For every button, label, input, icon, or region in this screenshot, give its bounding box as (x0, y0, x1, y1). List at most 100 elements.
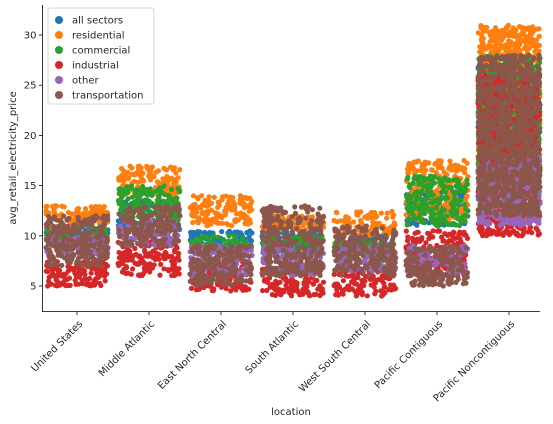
data-point-commercial (438, 179, 445, 186)
data-point-residential (365, 213, 371, 219)
data-point-residential (237, 193, 243, 199)
data-point-residential (202, 219, 208, 225)
data-point-industrial (157, 272, 163, 278)
data-point-residential (498, 42, 504, 48)
data-point-commercial (414, 204, 420, 210)
data-point-residential (249, 198, 255, 205)
data-point-residential (194, 209, 200, 215)
data-point-industrial (139, 260, 145, 266)
data-point-residential (129, 165, 135, 171)
data-point-industrial (211, 286, 217, 292)
data-point-commercial (404, 222, 410, 228)
data-point-industrial (193, 287, 200, 293)
data-point-residential (459, 166, 465, 172)
data-point-residential (234, 211, 240, 217)
data-point-residential (536, 26, 542, 32)
data-point-commercial (458, 218, 464, 224)
data-point-industrial (166, 254, 172, 260)
data-point-industrial (129, 257, 135, 263)
data-point-residential (513, 27, 519, 33)
data-point-residential (337, 218, 344, 224)
data-point-residential (423, 167, 429, 173)
data-point-industrial (72, 270, 78, 276)
data-point-industrial (94, 270, 100, 277)
data-point-commercial (145, 192, 151, 198)
data-point-residential (422, 161, 428, 167)
data-point-residential (191, 213, 197, 219)
data-point-residential (479, 34, 485, 41)
data-point-all-sectors (194, 231, 200, 237)
data-point-commercial (215, 234, 221, 240)
data-point-residential (205, 222, 211, 228)
data-point-industrial (116, 249, 122, 256)
data-point-commercial (446, 185, 452, 191)
data-point-all-sectors (226, 228, 233, 234)
data-point-industrial (61, 280, 67, 286)
data-point-industrial (188, 285, 195, 291)
data-point-commercial (407, 184, 413, 190)
data-point-residential (503, 48, 509, 54)
data-point-industrial (162, 249, 168, 255)
data-point-residential (447, 158, 453, 164)
data-point-residential (220, 194, 226, 200)
data-point-residential (479, 39, 485, 46)
data-point-residential (247, 220, 253, 226)
data-point-residential (200, 210, 206, 216)
data-point-commercial (175, 186, 181, 192)
data-point-commercial (454, 211, 460, 217)
data-point-commercial (428, 183, 435, 189)
data-point-commercial (442, 189, 448, 195)
data-point-industrial (97, 280, 103, 286)
data-point-residential (521, 38, 527, 44)
data-point-industrial (153, 250, 159, 256)
data-point-industrial (272, 286, 278, 292)
data-point-all-sectors (244, 230, 250, 236)
data-point-commercial (146, 198, 152, 204)
data-point-industrial (172, 264, 178, 270)
data-point-residential (358, 220, 364, 226)
data-point-industrial (125, 257, 131, 263)
data-point-residential (487, 32, 493, 38)
data-point-industrial (141, 265, 148, 271)
data-point-industrial (166, 268, 172, 274)
data-point-industrial (45, 283, 51, 289)
data-point-industrial (54, 283, 60, 289)
data-point-commercial (441, 216, 447, 223)
data-point-industrial (137, 253, 143, 259)
data-point-residential (170, 167, 176, 173)
data-point-commercial (443, 194, 449, 200)
data-point-commercial (462, 188, 468, 194)
data-point-residential (195, 219, 201, 225)
data-point-industrial (118, 259, 125, 265)
data-point-industrial (72, 277, 78, 284)
data-point-commercial (412, 200, 418, 206)
data-point-residential (224, 221, 230, 227)
data-point-residential (434, 187, 440, 193)
data-point-residential (389, 208, 395, 214)
data-point-residential (492, 32, 498, 39)
data-point-industrial (320, 290, 326, 296)
data-point-commercial (415, 177, 421, 183)
data-point-commercial (461, 202, 467, 208)
data-point-residential (526, 27, 533, 33)
data-point-residential (222, 208, 228, 214)
data-point-commercial (194, 239, 200, 245)
data-point-industrial (169, 258, 175, 264)
data-point-residential (429, 167, 435, 173)
data-point-commercial (434, 223, 440, 229)
data-point-commercial (230, 238, 236, 244)
data-point-commercial (451, 190, 457, 196)
data-point-residential (480, 28, 487, 34)
data-point-residential (99, 205, 106, 211)
data-point-residential (512, 45, 518, 51)
data-point-residential (170, 181, 177, 187)
data-point-residential (374, 213, 380, 219)
data-point-residential (154, 179, 161, 185)
data-point-commercial (429, 192, 435, 198)
data-point-commercial (135, 198, 141, 204)
data-point-residential (240, 214, 246, 220)
data-point-industrial (123, 265, 130, 271)
data-point-industrial (130, 266, 136, 272)
data-point-residential (129, 171, 135, 177)
